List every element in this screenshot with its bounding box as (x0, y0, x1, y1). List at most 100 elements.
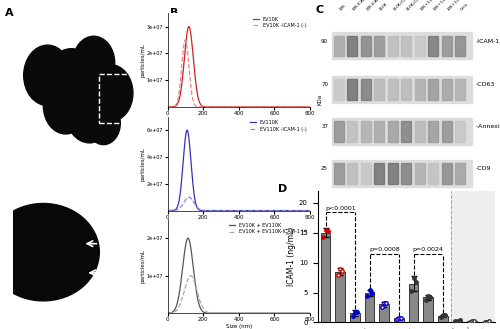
Y-axis label: ICAM-1 (ng/mL): ICAM-1 (ng/mL) (287, 227, 296, 286)
Bar (414, 164, 424, 184)
Bar (428, 36, 438, 56)
Bar (442, 36, 452, 56)
Bar (401, 164, 411, 184)
Circle shape (72, 36, 114, 89)
Circle shape (46, 49, 96, 113)
Text: 200 nm: 200 nm (20, 304, 38, 309)
Text: 37: 37 (321, 124, 328, 129)
Text: p<0.0001: p<0.0001 (325, 206, 356, 211)
Text: 110K-ICAM-1(+): 110K-ICAM-1(+) (392, 0, 418, 12)
Text: 100 nm: 100 nm (20, 174, 38, 179)
Bar (388, 36, 398, 56)
X-axis label: Size (nm): Size (nm) (226, 117, 252, 122)
Bar (332, 160, 472, 187)
Text: -Annexin II: -Annexin II (476, 124, 500, 129)
Bar (414, 121, 424, 141)
Y-axis label: particles/mL: particles/mL (140, 43, 145, 77)
Circle shape (24, 45, 72, 106)
Bar (334, 79, 344, 99)
Bar (394, 318, 404, 322)
X-axis label: Size (nm): Size (nm) (226, 221, 252, 226)
Bar (380, 304, 389, 322)
Bar (321, 233, 330, 322)
Bar (414, 36, 424, 56)
Text: C: C (316, 5, 324, 14)
Bar (409, 284, 418, 322)
Text: 90: 90 (321, 38, 328, 43)
Circle shape (88, 65, 133, 121)
Circle shape (0, 203, 100, 301)
Bar (388, 79, 398, 99)
Bar (365, 292, 374, 322)
Bar (414, 79, 424, 99)
Bar (347, 121, 357, 141)
Legend: EV110K, EV110K -ICAM-1 (-): EV110K, EV110K -ICAM-1 (-) (249, 119, 308, 133)
Text: 25: 25 (321, 166, 328, 171)
Text: 10K-ICAM-1(-): 10K-ICAM-1(-) (365, 0, 388, 12)
Text: 10K+110K-ICAM-1(-): 10K+110K-ICAM-1(-) (446, 0, 478, 12)
Bar (334, 36, 344, 56)
Bar (401, 36, 411, 56)
Bar (334, 164, 344, 184)
Circle shape (86, 102, 120, 145)
Bar (347, 36, 357, 56)
Y-axis label: particles/mL: particles/mL (140, 249, 145, 283)
Bar (374, 164, 384, 184)
Bar (388, 121, 398, 141)
Bar (455, 121, 465, 141)
Bar (428, 121, 438, 141)
Bar (388, 164, 398, 184)
Text: Cells: Cells (460, 2, 469, 12)
Bar (332, 118, 472, 145)
Text: -CD63: -CD63 (476, 83, 496, 88)
Text: 10K: 10K (338, 4, 346, 12)
Bar (428, 79, 438, 99)
Bar (428, 164, 438, 184)
Legend: EV10K + EV110K, EV10K + EV110K-ICAM-1 (-): EV10K + EV110K, EV10K + EV110K-ICAM-1 (-… (228, 222, 308, 235)
Bar (455, 79, 465, 99)
Bar (350, 314, 360, 322)
Text: B: B (170, 8, 178, 18)
Bar (336, 271, 345, 322)
Bar (482, 321, 492, 322)
Text: A: A (4, 8, 14, 18)
Circle shape (44, 77, 88, 134)
Text: p=0.0008: p=0.0008 (369, 247, 400, 252)
Text: p=0.0024: p=0.0024 (413, 247, 444, 252)
Text: 10K-ICAM-1(+): 10K-ICAM-1(+) (352, 0, 376, 12)
Bar (424, 297, 433, 322)
Bar (374, 36, 384, 56)
Bar (442, 121, 452, 141)
X-axis label: Size (nm): Size (nm) (226, 324, 252, 329)
Bar (455, 36, 465, 56)
Text: 110K: 110K (378, 2, 389, 12)
Bar (401, 121, 411, 141)
Bar (332, 32, 472, 59)
Text: -CD9: -CD9 (476, 166, 492, 171)
Bar (360, 36, 370, 56)
Text: 110K-ICAM-1(-): 110K-ICAM-1(-) (406, 0, 430, 12)
Bar (453, 321, 462, 322)
Bar (374, 121, 384, 141)
Bar (332, 76, 472, 103)
Bar (438, 316, 448, 322)
Bar (334, 121, 344, 141)
Bar (347, 79, 357, 99)
Bar (100, 74, 136, 123)
Text: KDa: KDa (318, 94, 322, 105)
Bar (442, 79, 452, 99)
Text: 70: 70 (321, 83, 328, 88)
Text: 10K+110K-ICAM-1(+): 10K+110K-ICAM-1(+) (432, 0, 466, 12)
Bar (468, 321, 477, 322)
Legend: EV10K, EV10K -ICAM-1 (-): EV10K, EV10K -ICAM-1 (-) (252, 15, 308, 29)
Bar (360, 164, 370, 184)
Bar (360, 121, 370, 141)
Bar (347, 164, 357, 184)
Bar (374, 79, 384, 99)
Bar (455, 164, 465, 184)
Text: 10K+110K: 10K+110K (419, 0, 437, 12)
Bar (451, 191, 500, 322)
Circle shape (66, 83, 114, 143)
Bar (360, 79, 370, 99)
Bar (401, 79, 411, 99)
